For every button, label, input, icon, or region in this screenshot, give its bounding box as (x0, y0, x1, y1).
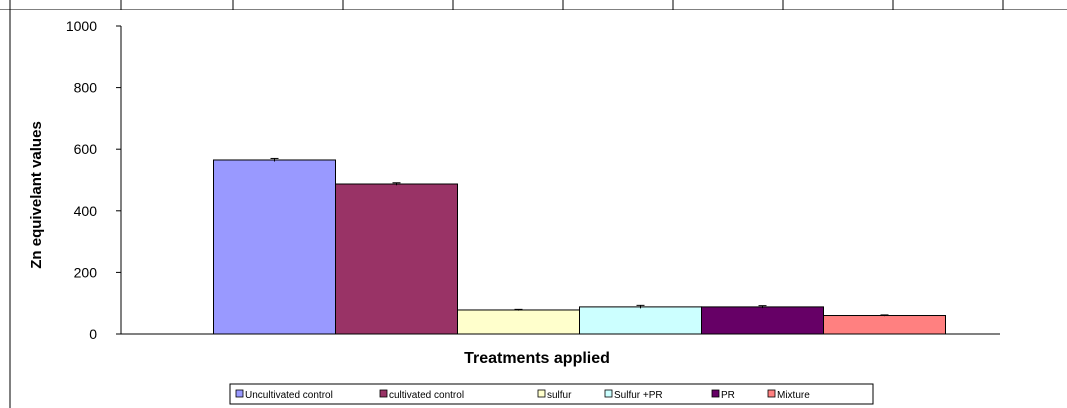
legend-label: sulfur (547, 390, 572, 401)
bar-sulfur-pr (579, 306, 702, 335)
legend-swatch (767, 389, 776, 398)
y-tick-label: 1000 (66, 18, 97, 34)
legend-swatch (235, 389, 244, 398)
legend-swatch (711, 389, 720, 398)
legend-box (229, 383, 874, 405)
legend-swatch (604, 389, 613, 398)
y-tick-label: 600 (74, 141, 98, 157)
table-border-strip (0, 0, 1067, 10)
y-axis: 0 200 400 600 800 1000 (66, 18, 1000, 342)
y-tick-label: 800 (74, 80, 98, 96)
y-tick-label: 200 (74, 264, 98, 280)
x-axis-title: Treatments applied (464, 350, 610, 367)
legend-swatch (537, 389, 546, 398)
bar-cultivated-control (335, 183, 458, 335)
legend: Uncultivated control cultivated control su… (229, 383, 874, 405)
bars (213, 157, 946, 335)
bar-mixture (823, 315, 946, 335)
legend-label: cultivated control (389, 390, 464, 401)
legend-swatch (379, 389, 388, 398)
legend-label: Mixture (777, 390, 810, 401)
y-tick-label: 0 (89, 326, 97, 342)
bar-pr (701, 306, 824, 335)
bar-sulfur (457, 309, 580, 335)
legend-label: Sulfur +PR (614, 390, 663, 401)
y-tick-label: 400 (74, 203, 98, 219)
y-axis-title: Zn equivelant values (28, 121, 45, 269)
legend-label: Uncultivated control (245, 390, 333, 401)
legend-label: PR (721, 390, 735, 401)
bar-uncultivated-control (213, 159, 336, 335)
